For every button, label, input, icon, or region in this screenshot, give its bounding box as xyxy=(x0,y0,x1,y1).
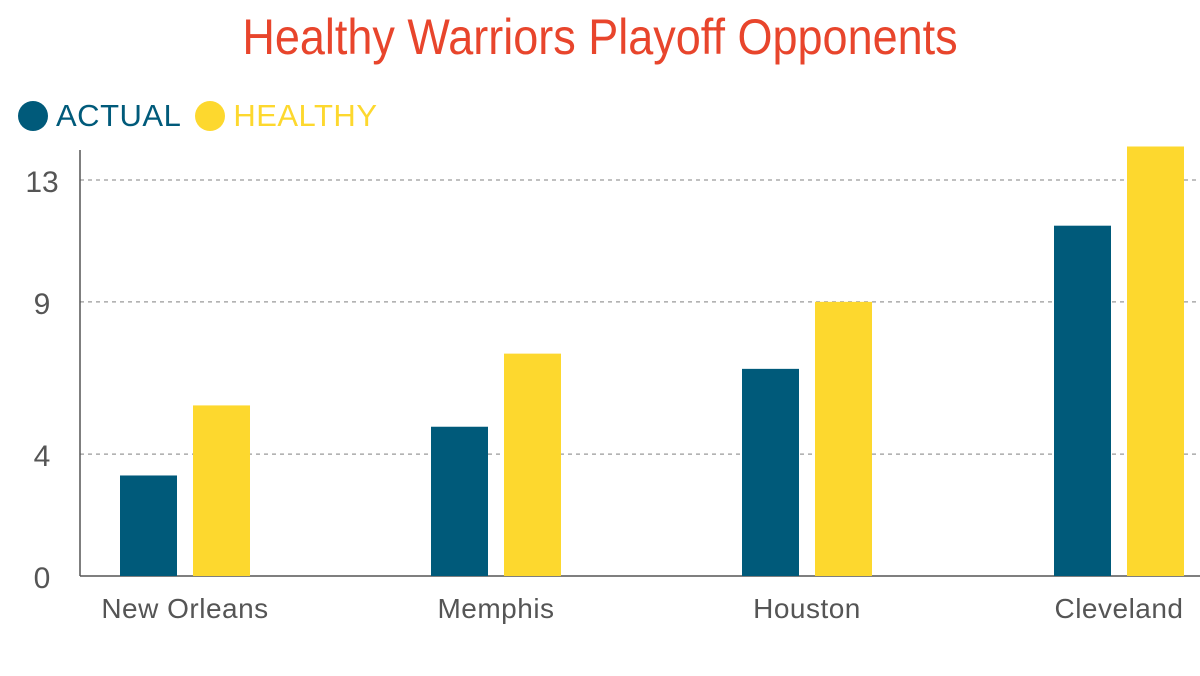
legend-item-healthy: HEALTHY xyxy=(195,98,377,134)
bar-healthy-cleveland xyxy=(1127,146,1184,576)
legend-swatch-actual xyxy=(18,101,48,131)
x-tick-label-memphis: Memphis xyxy=(437,593,554,624)
legend-item-actual: ACTUAL xyxy=(18,98,181,134)
x-tick-label-houston: Houston xyxy=(753,593,861,624)
legend-swatch-healthy xyxy=(195,101,226,131)
bar-actual-new-orleans xyxy=(120,475,177,576)
y-tick-label-9: 9 xyxy=(34,288,51,321)
bar-healthy-houston xyxy=(815,301,872,576)
y-tick-label-0: 0 xyxy=(34,562,51,595)
bar-actual-cleveland xyxy=(1054,225,1111,576)
y-tick-label-13: 13 xyxy=(25,166,58,199)
x-tick-label-new-orleans: New Orleans xyxy=(101,593,268,624)
y-tick-label-4: 4 xyxy=(34,440,51,473)
bar-actual-houston xyxy=(742,368,799,576)
legend-label-actual: ACTUAL xyxy=(56,98,182,133)
chart-title: Healthy Warriors Playoff Opponents xyxy=(242,9,958,65)
bar-actual-memphis xyxy=(431,426,488,576)
legend-label-healthy: HEALTHY xyxy=(233,98,378,133)
bar-healthy-new-orleans xyxy=(193,405,250,576)
bar-healthy-memphis xyxy=(504,353,561,576)
x-tick-label-cleveland: Cleveland xyxy=(1054,593,1183,624)
legend: ACTUAL HEALTHY xyxy=(18,96,392,136)
